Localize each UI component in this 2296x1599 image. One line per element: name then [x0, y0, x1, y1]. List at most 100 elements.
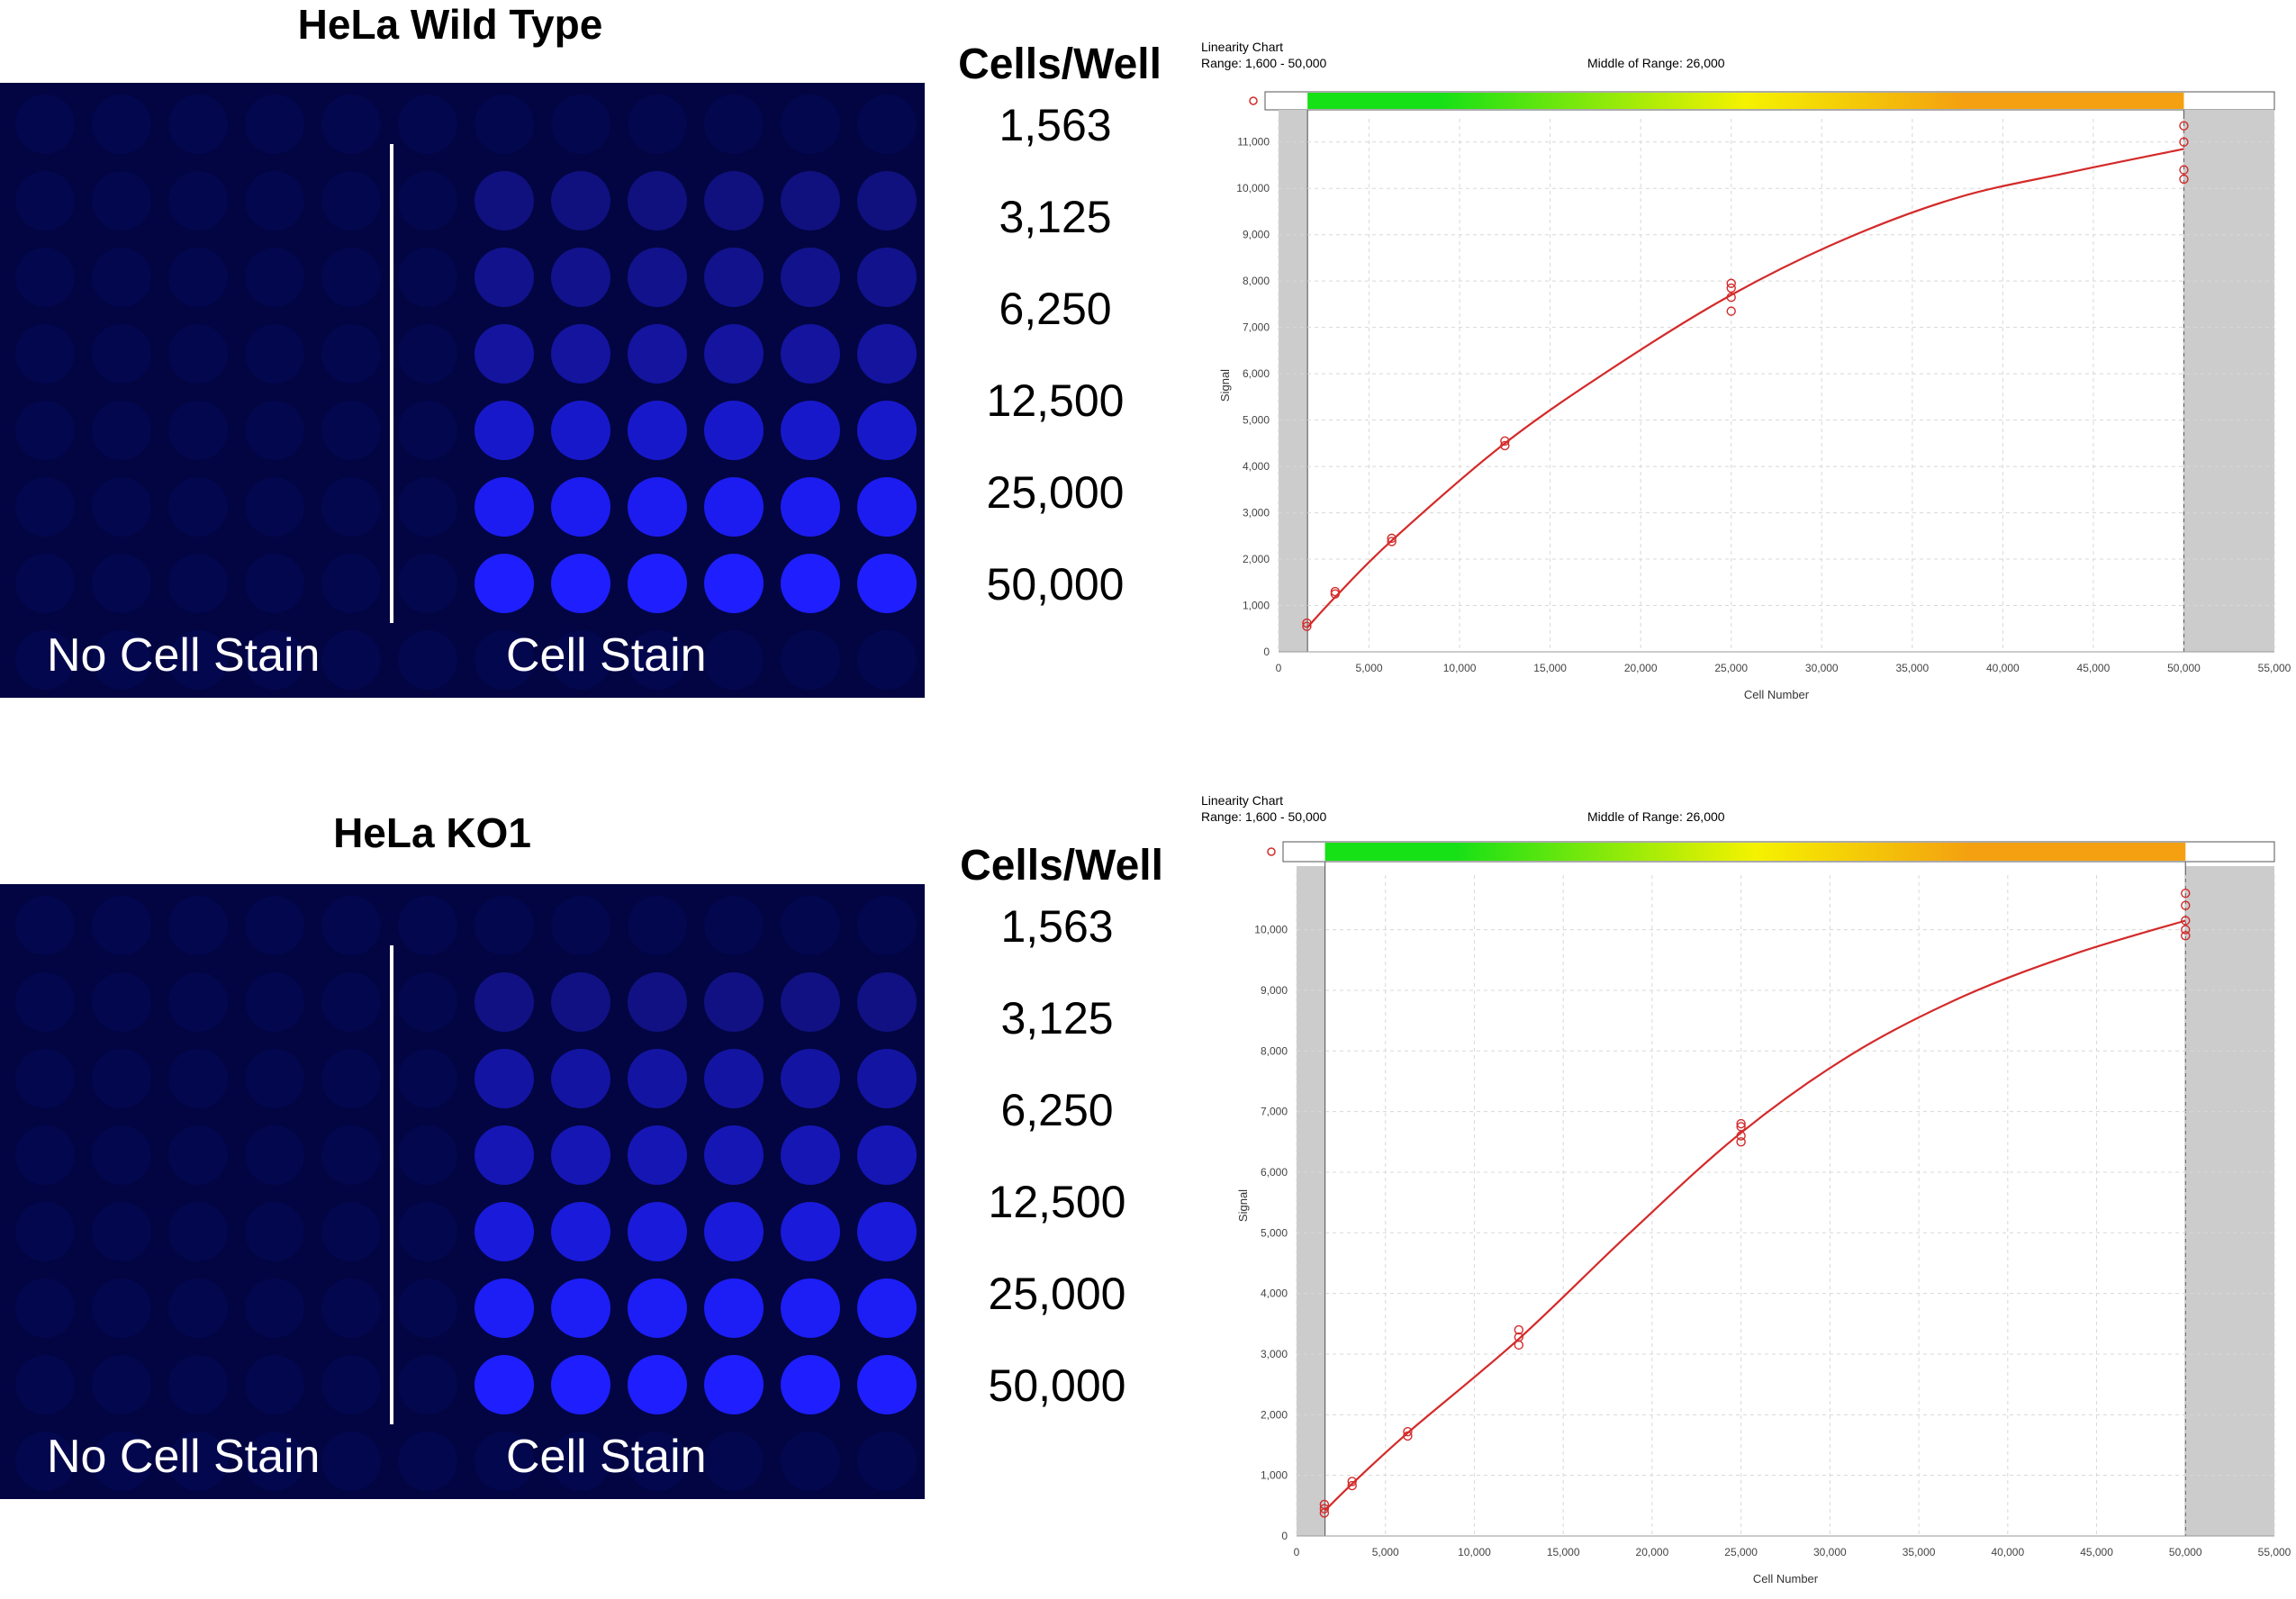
stained-well: [857, 554, 917, 613]
out-of-range-shade: [1297, 866, 1325, 1536]
well-plate-image: No Cell Stain Cell Stain: [0, 884, 925, 1499]
y-tick-label: 11,000: [1237, 136, 1270, 149]
stained-well: [704, 248, 764, 307]
empty-well: [168, 1278, 228, 1338]
empty-well: [398, 1355, 457, 1414]
stained-well: [475, 248, 534, 307]
y-tick-label: 10,000: [1236, 182, 1270, 194]
empty-well: [321, 171, 381, 230]
empty-well: [245, 324, 304, 384]
x-tick-label: 0: [1276, 662, 1282, 674]
empty-well: [857, 896, 917, 955]
x-tick-label: 25,000: [1724, 1546, 1758, 1558]
data-point: [1726, 283, 1736, 294]
stained-well: [704, 1355, 764, 1414]
empty-well: [245, 1432, 304, 1491]
stained-well: [704, 1278, 764, 1338]
empty-well: [92, 1432, 151, 1491]
stained-well: [551, 477, 610, 537]
empty-well: [245, 1278, 304, 1338]
y-tick-label: 8,000: [1261, 1044, 1288, 1057]
linearity-chart: Linearity Chart Range: 1,600 - 50,000 Mi…: [1198, 790, 2291, 1595]
empty-well: [398, 554, 457, 613]
empty-well: [245, 248, 304, 307]
cells-per-well-header: Cells/Well: [960, 842, 1163, 890]
empty-well: [168, 1355, 228, 1414]
out-of-range-shade: [2185, 866, 2274, 1536]
stained-well: [857, 1355, 917, 1414]
stained-well: [551, 401, 610, 460]
stained-well: [551, 324, 610, 384]
x-tick-label: 45,000: [2077, 662, 2111, 674]
data-point: [1403, 1426, 1413, 1437]
empty-well: [15, 1355, 75, 1414]
stained-well: [704, 401, 764, 460]
stained-well: [551, 1049, 610, 1108]
empty-well: [168, 401, 228, 460]
out-of-range-shade: [2183, 110, 2274, 652]
range-marker-icon: [1249, 96, 1258, 105]
empty-well: [398, 630, 457, 690]
empty-well: [321, 477, 381, 537]
stained-well: [628, 1202, 687, 1261]
empty-well: [15, 554, 75, 613]
cells-value: 1,563: [1000, 901, 1114, 952]
chart-middle-text: Middle of Range: 26,000: [1587, 56, 1725, 70]
range-bar-gradient: [1307, 93, 2184, 109]
empty-well: [321, 248, 381, 307]
x-tick-label: 15,000: [1533, 662, 1567, 674]
stained-well: [857, 171, 917, 230]
stained-well: [781, 1049, 840, 1108]
cells-per-well-column: Cells/Well 1,563 3,125 6,250 12,500 25,0…: [949, 837, 1165, 1432]
y-tick-label: 10,000: [1254, 924, 1288, 936]
x-tick-label: 40,000: [1991, 1546, 2024, 1558]
x-tick-label: 20,000: [1624, 662, 1658, 674]
stained-well: [781, 324, 840, 384]
no-cell-stain-label: No Cell Stain: [47, 1431, 321, 1483]
x-tick-label: 55,000: [2258, 662, 2291, 674]
empty-well: [628, 1432, 687, 1491]
x-tick-label: 40,000: [1986, 662, 2020, 674]
empty-well: [321, 401, 381, 460]
data-point: [1726, 278, 1736, 288]
stained-well: [857, 401, 917, 460]
empty-well: [245, 630, 304, 690]
stained-well: [704, 1202, 764, 1261]
stained-well: [628, 1278, 687, 1338]
empty-well: [245, 1049, 304, 1108]
chart-middle-text: Middle of Range: 26,000: [1587, 809, 1725, 824]
empty-well: [168, 896, 228, 955]
empty-well: [15, 1049, 75, 1108]
empty-well: [15, 1202, 75, 1261]
empty-well: [321, 1432, 381, 1491]
well-plate-svg: [0, 884, 925, 1499]
x-tick-label: 50,000: [2169, 1546, 2202, 1558]
chart-svg: 0 5,000 10,000 15,000 20,000 25,000 30,000 35,0…: [1218, 91, 2291, 701]
y-tick-label: 1,000: [1243, 600, 1270, 612]
stained-well: [781, 171, 840, 230]
y-tick-label: 7,000: [1243, 321, 1270, 334]
stained-well: [475, 972, 534, 1032]
empty-well: [168, 324, 228, 384]
well-plate-image: No Cell Stain Cell Stain: [0, 83, 925, 698]
stained-well: [704, 1049, 764, 1108]
data-point: [1736, 1131, 1746, 1141]
empty-well: [551, 95, 610, 154]
empty-well: [15, 1125, 75, 1185]
data-point: [2181, 925, 2191, 935]
cells-per-well-column: Cells/Well 1,563 3,125 6,250 12,500 25,0…: [947, 36, 1163, 630]
empty-well: [92, 401, 151, 460]
data-point: [2181, 916, 2191, 926]
stained-well: [475, 401, 534, 460]
stained-well: [781, 1125, 840, 1185]
empty-well: [15, 1278, 75, 1338]
x-tick-label: 5,000: [1372, 1546, 1399, 1558]
stained-well: [781, 401, 840, 460]
x-tick-label: 35,000: [1895, 662, 1929, 674]
stained-well: [551, 248, 610, 307]
stained-well: [628, 972, 687, 1032]
cells-value: 25,000: [988, 1269, 1126, 1319]
empty-well: [475, 630, 534, 690]
empty-well: [475, 95, 534, 154]
empty-well: [92, 248, 151, 307]
